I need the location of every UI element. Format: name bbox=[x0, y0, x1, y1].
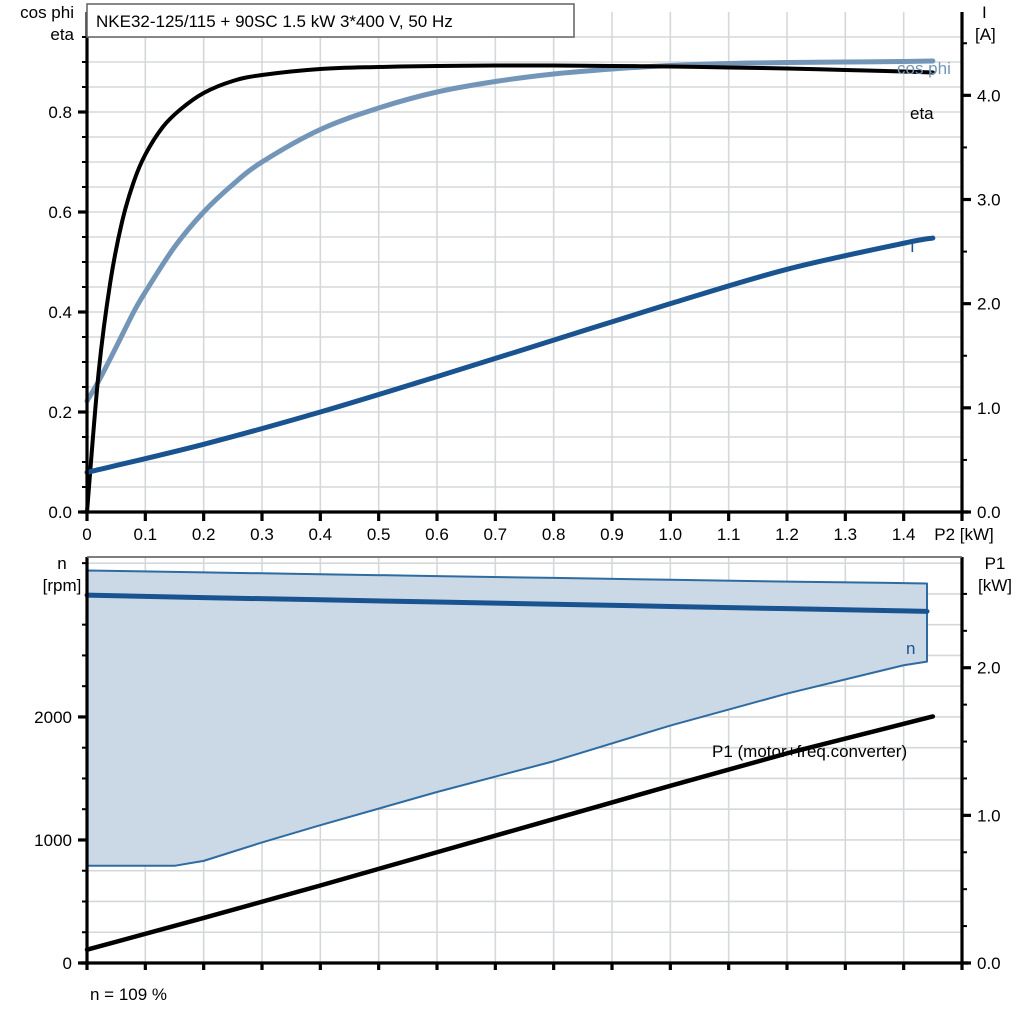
svg-text:0: 0 bbox=[82, 525, 91, 544]
svg-text:0.5: 0.5 bbox=[367, 525, 391, 544]
top-left-axis-label-2: eta bbox=[50, 25, 74, 44]
speed-operating-envelope bbox=[86, 569, 928, 867]
svg-text:0.8: 0.8 bbox=[542, 525, 566, 544]
svg-text:0.2: 0.2 bbox=[192, 525, 216, 544]
svg-text:1.1: 1.1 bbox=[717, 525, 741, 544]
chart-title-box: NKE32-125/115 + 90SC 1.5 kW 3*400 V, 50 … bbox=[86, 3, 575, 38]
top-right-axis-ticks: 0.0 1.0 2.0 3.0 4.0 bbox=[962, 42, 1001, 522]
svg-text:2000: 2000 bbox=[34, 708, 72, 727]
cos-phi-label: cos phi bbox=[897, 59, 951, 78]
svg-text:0: 0 bbox=[63, 954, 72, 973]
svg-text:1.3: 1.3 bbox=[834, 525, 858, 544]
svg-text:0.3: 0.3 bbox=[250, 525, 274, 544]
bottom-left-axis-ticks: 0 1000 2000 bbox=[34, 562, 87, 973]
svg-text:0.9: 0.9 bbox=[600, 525, 624, 544]
svg-text:0.2: 0.2 bbox=[48, 403, 72, 422]
svg-text:0.4: 0.4 bbox=[48, 303, 72, 322]
svg-text:0.0: 0.0 bbox=[977, 954, 1001, 973]
svg-text:0.7: 0.7 bbox=[484, 525, 508, 544]
top-left-axis-ticks: 0.0 0.2 0.4 0.6 0.8 bbox=[48, 36, 87, 522]
svg-text:0.4: 0.4 bbox=[309, 525, 333, 544]
current-curve bbox=[84, 235, 936, 475]
svg-text:0.8: 0.8 bbox=[48, 103, 72, 122]
top-left-axis-label-1: cos phi bbox=[20, 3, 74, 22]
svg-text:2.0: 2.0 bbox=[977, 295, 1001, 314]
svg-text:0.0: 0.0 bbox=[48, 503, 72, 522]
bottom-left-axis-label-2: [rpm] bbox=[43, 576, 82, 595]
svg-text:0.6: 0.6 bbox=[425, 525, 449, 544]
top-chart-panel: 0.0 0.2 0.4 0.6 0.8 0.0 1.0 2.0 3.0 4.0 0 0.1 0.2 0.3… bbox=[20, 3, 1001, 544]
top-x-axis-label: P2 [kW] bbox=[934, 525, 994, 544]
bottom-chart-panel: 0 1000 2000 0.0 1.0 2.0 n [rpm] P1 [kW] n P1 (motor… bbox=[0, 545, 1024, 1024]
speed-label: n bbox=[906, 639, 915, 658]
p1-curve bbox=[84, 714, 936, 952]
bottom-axes bbox=[81, 556, 968, 965]
bottom-chart-svg: 0 1000 2000 0.0 1.0 2.0 n [rpm] P1 [kW] n P1 (motor… bbox=[34, 554, 1012, 1004]
top-curve-labels: cos phi eta I bbox=[897, 59, 951, 256]
top-axis-titles: cos phi eta I [A] bbox=[20, 3, 996, 44]
bottom-left-axis-label-1: n bbox=[57, 554, 66, 573]
svg-text:1.4: 1.4 bbox=[892, 525, 916, 544]
svg-text:1.2: 1.2 bbox=[775, 525, 799, 544]
svg-text:4.0: 4.0 bbox=[977, 86, 1001, 105]
current-label: I bbox=[910, 237, 915, 256]
top-right-axis-label-1: I bbox=[982, 3, 987, 22]
bottom-axis-titles: n [rpm] P1 [kW] bbox=[43, 554, 1012, 595]
p1-label: P1 (motor+freq.converter) bbox=[712, 742, 907, 761]
top-right-axis-label-2: [A] bbox=[975, 25, 996, 44]
svg-text:0.0: 0.0 bbox=[977, 503, 1001, 522]
svg-text:0.6: 0.6 bbox=[48, 203, 72, 222]
bottom-right-axis-ticks: 0.0 1.0 2.0 bbox=[962, 592, 1001, 973]
svg-text:1.0: 1.0 bbox=[977, 806, 1001, 825]
speed-curve bbox=[84, 592, 930, 614]
bottom-right-axis-label-1: P1 bbox=[985, 554, 1006, 573]
cos-phi-curve bbox=[84, 58, 936, 404]
svg-text:1.0: 1.0 bbox=[659, 525, 683, 544]
eta-curve bbox=[85, 63, 935, 514]
bottom-right-axis-label-2: [kW] bbox=[978, 576, 1012, 595]
footer-note: n = 109 % bbox=[90, 985, 167, 1004]
svg-text:1000: 1000 bbox=[34, 831, 72, 850]
svg-text:3.0: 3.0 bbox=[977, 191, 1001, 210]
svg-text:1.0: 1.0 bbox=[977, 399, 1001, 418]
eta-label: eta bbox=[910, 104, 934, 123]
top-x-axis-ticks: 0 0.1 0.2 0.3 0.4 0.5 0.6 0.7 0.8 0.9 1.0 1.1 1.2 1.3… bbox=[82, 512, 994, 544]
svg-text:0.1: 0.1 bbox=[134, 525, 158, 544]
bottom-x-axis-ticks bbox=[85, 963, 964, 970]
svg-text:2.0: 2.0 bbox=[977, 659, 1001, 678]
chart-title-label: NKE32-125/115 + 90SC 1.5 kW 3*400 V, 50 … bbox=[96, 12, 453, 31]
top-grid-horizontal bbox=[87, 36, 962, 488]
bottom-curve-labels: n P1 (motor+freq.converter) bbox=[712, 639, 915, 761]
top-chart-svg: 0.0 0.2 0.4 0.6 0.8 0.0 1.0 2.0 3.0 4.0 0 0.1 0.2 0.3… bbox=[20, 3, 1001, 544]
